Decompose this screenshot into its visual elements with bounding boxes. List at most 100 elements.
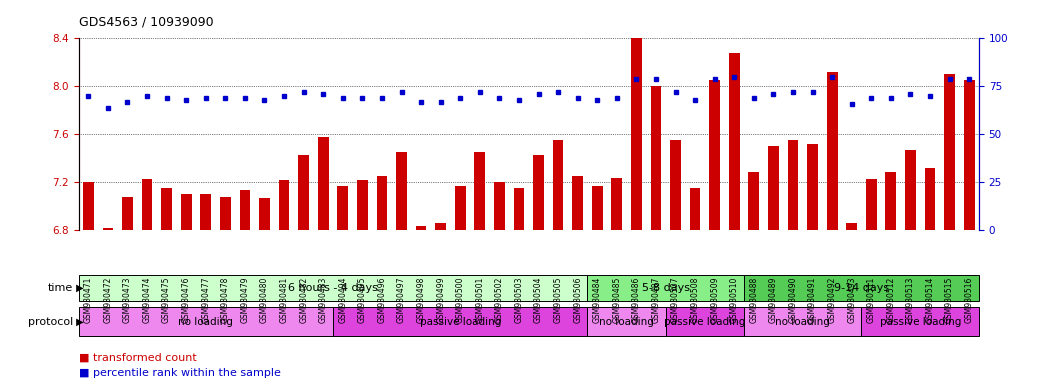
Text: GSM930484: GSM930484 [593,276,602,323]
Text: GSM930513: GSM930513 [906,276,915,323]
Text: passive loading: passive loading [664,316,745,327]
Text: GSM930500: GSM930500 [455,276,465,323]
Text: GSM930496: GSM930496 [377,276,386,323]
Bar [161,189,172,230]
Bar [749,172,759,230]
Bar [122,197,133,230]
Text: GSM930494: GSM930494 [338,276,348,323]
Text: GSM930501: GSM930501 [475,276,485,323]
Bar [744,307,862,336]
Text: GDS4563 / 10939090: GDS4563 / 10939090 [79,16,214,29]
Text: time: time [48,283,73,293]
Text: protocol: protocol [28,316,73,327]
Text: passive loading: passive loading [420,316,500,327]
Text: GSM930492: GSM930492 [827,276,837,323]
Bar [436,223,446,230]
Bar [533,155,543,230]
Bar [318,137,329,230]
Text: GSM930508: GSM930508 [691,276,699,323]
Text: GSM930498: GSM930498 [417,276,425,323]
Bar [474,152,485,230]
Text: GSM930477: GSM930477 [201,276,210,323]
Text: GSM930486: GSM930486 [632,276,641,323]
Text: passive loading: passive loading [879,316,961,327]
Text: GSM930485: GSM930485 [612,276,621,323]
Bar [905,150,916,230]
Bar [866,179,876,230]
Bar [964,80,975,230]
Bar [631,38,642,230]
Bar [259,198,270,230]
Bar [944,74,955,230]
Text: 9-14 days: 9-14 days [834,283,889,293]
Bar [670,141,681,230]
Text: GSM930483: GSM930483 [318,276,328,323]
Bar [103,228,113,230]
Bar [514,189,525,230]
Text: no loading: no loading [776,316,830,327]
Bar [416,225,426,230]
Text: GSM930503: GSM930503 [514,276,524,323]
Text: GSM930473: GSM930473 [122,276,132,323]
Bar [650,86,662,230]
Bar [807,144,818,230]
Bar [587,275,744,301]
Text: GSM930505: GSM930505 [554,276,562,323]
Bar [83,182,93,230]
Bar [690,189,700,230]
Text: GSM930490: GSM930490 [788,276,798,323]
Bar [200,194,211,230]
Text: GSM930506: GSM930506 [573,276,582,323]
Bar [181,194,192,230]
Text: ▶: ▶ [73,316,84,327]
Text: GSM930487: GSM930487 [651,276,661,323]
Bar [611,177,622,230]
Bar [333,307,587,336]
Bar [337,186,349,230]
Text: ■ percentile rank within the sample: ■ percentile rank within the sample [79,368,281,378]
Bar [846,223,857,230]
Text: GSM930497: GSM930497 [397,276,406,323]
Text: GSM930512: GSM930512 [887,276,895,323]
Text: GSM930510: GSM930510 [730,276,739,323]
Bar [744,275,979,301]
Text: GSM930502: GSM930502 [495,276,504,323]
Bar [494,182,505,230]
Bar [396,152,407,230]
Text: GSM930514: GSM930514 [926,276,935,323]
Bar [886,172,896,230]
Bar [79,307,333,336]
Text: 5-8 days: 5-8 days [642,283,690,293]
Text: GSM930495: GSM930495 [358,276,366,323]
Text: GSM930480: GSM930480 [260,276,269,323]
Text: GSM930489: GSM930489 [768,276,778,323]
Text: GSM930474: GSM930474 [142,276,152,323]
Text: no loading: no loading [178,316,233,327]
Text: ▶: ▶ [73,283,84,293]
Text: GSM930482: GSM930482 [299,276,308,323]
Text: GSM930476: GSM930476 [182,276,191,323]
Bar [768,146,779,230]
Text: GSM930507: GSM930507 [671,276,681,323]
Bar [240,190,250,230]
Text: GSM930478: GSM930478 [221,276,230,323]
Text: GSM930504: GSM930504 [534,276,543,323]
Text: GSM930472: GSM930472 [104,276,112,323]
Bar [454,186,466,230]
Text: GSM930499: GSM930499 [437,276,445,323]
Text: GSM930509: GSM930509 [710,276,719,323]
Text: GSM930475: GSM930475 [162,276,171,323]
Bar [298,155,309,230]
Bar [729,53,739,230]
Bar [141,179,153,230]
Text: GSM930481: GSM930481 [280,276,289,323]
Text: GSM930471: GSM930471 [84,276,93,323]
Bar [357,180,367,230]
Bar [709,80,720,230]
Text: GSM930491: GSM930491 [808,276,817,323]
Bar [377,176,387,230]
Text: GSM930511: GSM930511 [867,276,875,323]
Text: ■ transformed count: ■ transformed count [79,353,196,363]
Text: GSM930479: GSM930479 [241,276,249,323]
Bar [279,180,289,230]
